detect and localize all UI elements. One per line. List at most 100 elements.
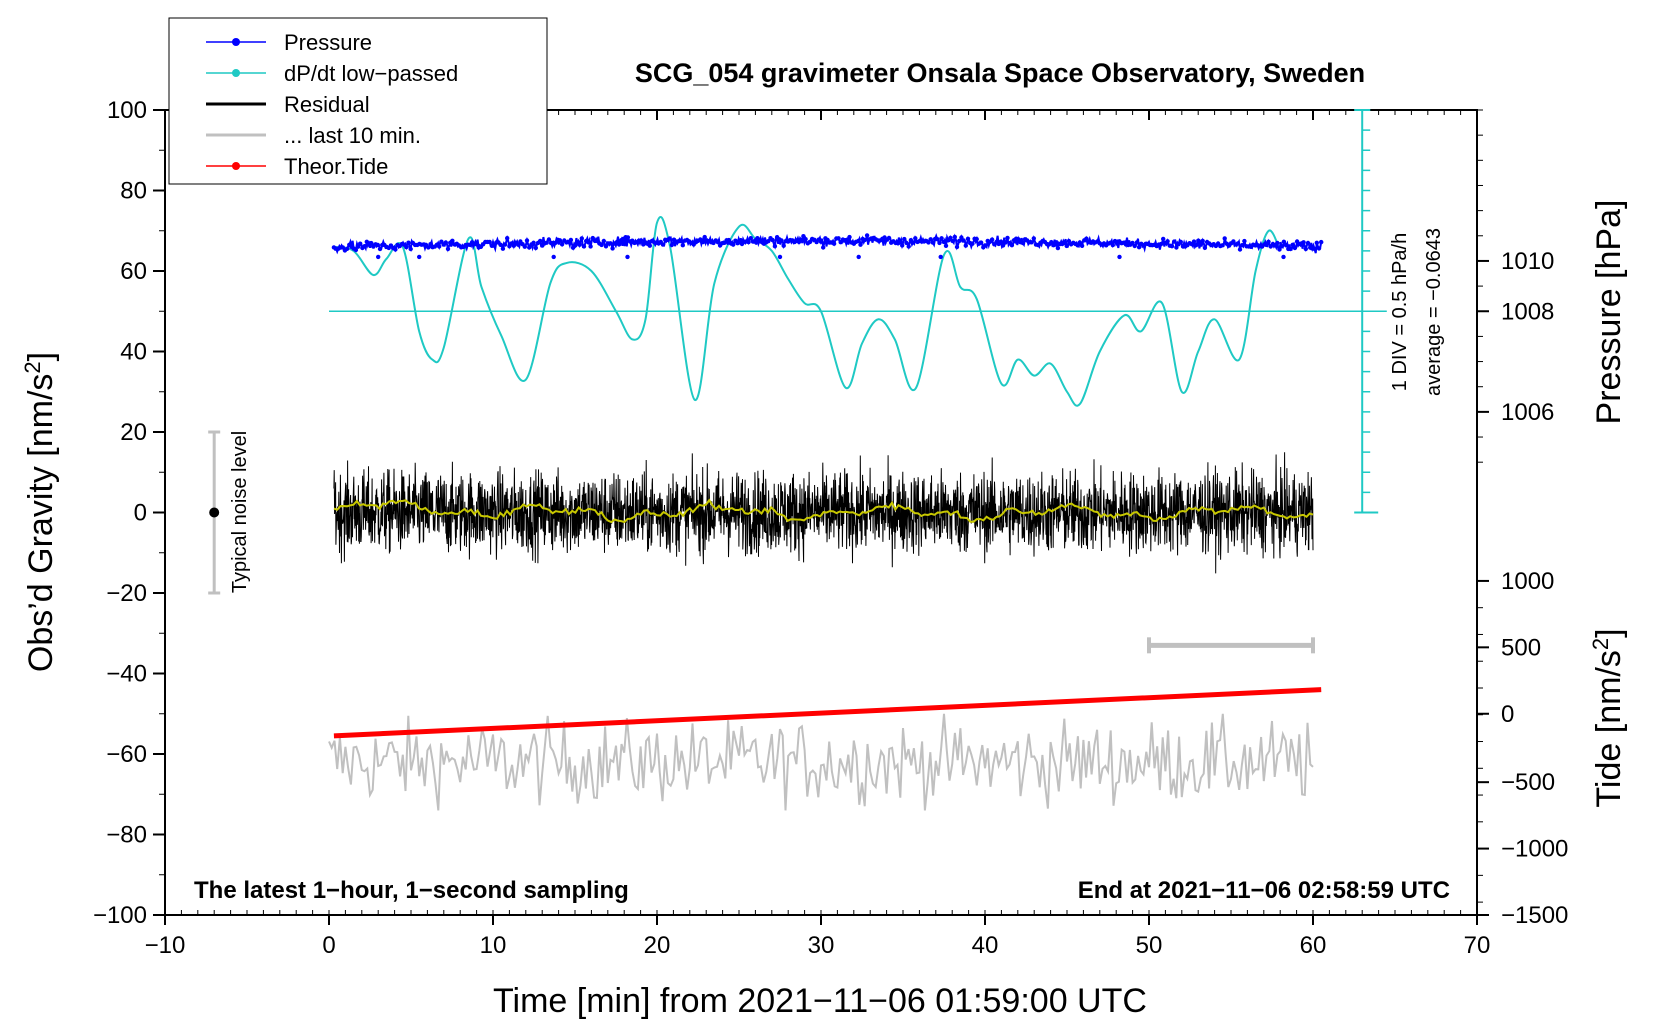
pressure-point bbox=[358, 241, 363, 246]
pressure-point bbox=[906, 244, 911, 249]
pressure-point bbox=[974, 236, 979, 242]
tide-title-main: Tide [nm/s bbox=[1590, 650, 1628, 807]
pressure-point bbox=[669, 242, 674, 248]
pressure-point bbox=[568, 237, 574, 243]
legend-label: Residual bbox=[284, 92, 370, 117]
legend-dot bbox=[232, 38, 240, 46]
x-tick-label: 60 bbox=[1300, 932, 1327, 959]
tide-tick-label: −1000 bbox=[1501, 836, 1568, 863]
x-axis-title: Time [min] from 2021−11−06 01:59:00 UTC bbox=[493, 982, 1147, 1020]
pressure-point bbox=[1066, 238, 1072, 244]
pressure-point bbox=[437, 244, 442, 249]
pressure-point bbox=[1200, 238, 1205, 244]
pressure-point bbox=[608, 241, 613, 246]
pressure-outlier bbox=[417, 254, 422, 260]
pressure-point bbox=[781, 243, 786, 248]
pressure-point bbox=[601, 238, 606, 244]
pressure-point bbox=[546, 237, 552, 242]
tide-tick-label: 500 bbox=[1501, 634, 1541, 661]
x-tick-label: 10 bbox=[480, 932, 507, 959]
pressure-point bbox=[939, 236, 944, 241]
pressure-point bbox=[818, 239, 824, 244]
pressure-outlier bbox=[625, 254, 630, 260]
pressure-point bbox=[1237, 247, 1243, 252]
pressure-point bbox=[1281, 239, 1287, 244]
pressure-point bbox=[1240, 243, 1245, 248]
pressure-point bbox=[913, 236, 918, 241]
y-tick-label: −60 bbox=[106, 741, 147, 768]
legend-dot bbox=[232, 162, 240, 170]
pressure-point bbox=[978, 240, 984, 245]
pressure-point bbox=[678, 238, 683, 244]
pressure-tick-label: 1008 bbox=[1501, 298, 1554, 325]
y-left-ticks: 100 80 60 40 20 0 −20 −40 −60 −80 −100 bbox=[93, 97, 165, 929]
pressure-point bbox=[926, 240, 931, 245]
legend-label: Pressure bbox=[284, 30, 372, 55]
dpdt-div-label: 1 DIV = 0.5 hPa/h bbox=[1389, 233, 1411, 391]
y-tick-label: 100 bbox=[107, 97, 147, 124]
pressure-point bbox=[1279, 244, 1284, 249]
pressure-point bbox=[1169, 244, 1175, 249]
pressure-outlier bbox=[777, 254, 783, 260]
pressure-point bbox=[406, 240, 411, 245]
pressure-point bbox=[702, 234, 707, 240]
legend-dot bbox=[232, 69, 240, 77]
pressure-axis-ticks: 1010 1008 1006 bbox=[1477, 109, 1554, 463]
pressure-point bbox=[731, 242, 736, 247]
pressure-point bbox=[886, 235, 892, 241]
pressure-outlier bbox=[551, 254, 556, 260]
pressure-point bbox=[930, 240, 936, 245]
pressure-point bbox=[1277, 247, 1282, 252]
pressure-outlier bbox=[1117, 254, 1122, 260]
pressure-point bbox=[538, 238, 543, 244]
pressure-point bbox=[1165, 239, 1170, 244]
pressure-point bbox=[897, 240, 903, 245]
pressure-point bbox=[864, 233, 870, 238]
pressure-point bbox=[1053, 242, 1058, 247]
x-tick-label: −10 bbox=[145, 932, 186, 959]
pressure-point bbox=[746, 239, 751, 245]
legend-items: Pressure dP/dt low−passed Residual ... last… bbox=[206, 30, 458, 179]
pressure-point bbox=[943, 243, 949, 248]
pressure-point bbox=[1303, 246, 1309, 252]
pressure-point bbox=[450, 238, 455, 243]
pressure-point bbox=[1191, 239, 1197, 244]
pressure-point bbox=[1005, 235, 1010, 241]
pressure-point bbox=[1178, 239, 1184, 245]
legend: Pressure dP/dt low−passed Residual ... last… bbox=[168, 17, 548, 185]
pressure-point bbox=[544, 240, 549, 245]
pressure-point bbox=[1172, 239, 1177, 244]
pressure-outlier bbox=[1281, 254, 1286, 260]
y-tick-label: −40 bbox=[106, 661, 147, 688]
y-tick-label: 60 bbox=[120, 258, 147, 285]
pressure-tick-label: 1006 bbox=[1501, 399, 1554, 426]
pressure-point bbox=[1174, 245, 1179, 250]
pressure-point bbox=[498, 242, 503, 247]
pressure-point bbox=[502, 242, 508, 247]
pressure-point bbox=[599, 242, 604, 248]
y-left-title-end: ] bbox=[22, 352, 60, 361]
y-tick-label: −100 bbox=[93, 902, 147, 929]
pressure-point bbox=[965, 236, 971, 241]
pressure-point bbox=[586, 240, 591, 245]
chart-title: SCG_054 gravimeter Onsala Space Observat… bbox=[635, 58, 1365, 88]
pressure-point bbox=[588, 244, 593, 249]
legend-label: ... last 10 min. bbox=[284, 123, 421, 148]
pressure-outlier bbox=[856, 254, 861, 260]
pressure-point bbox=[443, 240, 448, 245]
tide-axis-ticks: 1000 500 0 −500 −1000 −1500 bbox=[1477, 568, 1568, 929]
pressure-point bbox=[952, 234, 957, 240]
y-axis-title-pressure: Pressure [hPa] bbox=[1590, 200, 1628, 425]
y-tick-label: −80 bbox=[106, 822, 147, 849]
pressure-tick-label: 1010 bbox=[1501, 248, 1554, 275]
tide-tick-label: −500 bbox=[1501, 769, 1555, 796]
dpdt-series bbox=[333, 216, 1282, 407]
pressure-point bbox=[1264, 242, 1269, 248]
x-tick-label: 30 bbox=[808, 932, 835, 959]
pressure-point bbox=[353, 247, 359, 253]
pressure-point bbox=[989, 237, 995, 242]
pressure-point bbox=[1003, 240, 1008, 245]
residual-line bbox=[333, 452, 1314, 574]
pressure-outlier bbox=[376, 254, 381, 260]
